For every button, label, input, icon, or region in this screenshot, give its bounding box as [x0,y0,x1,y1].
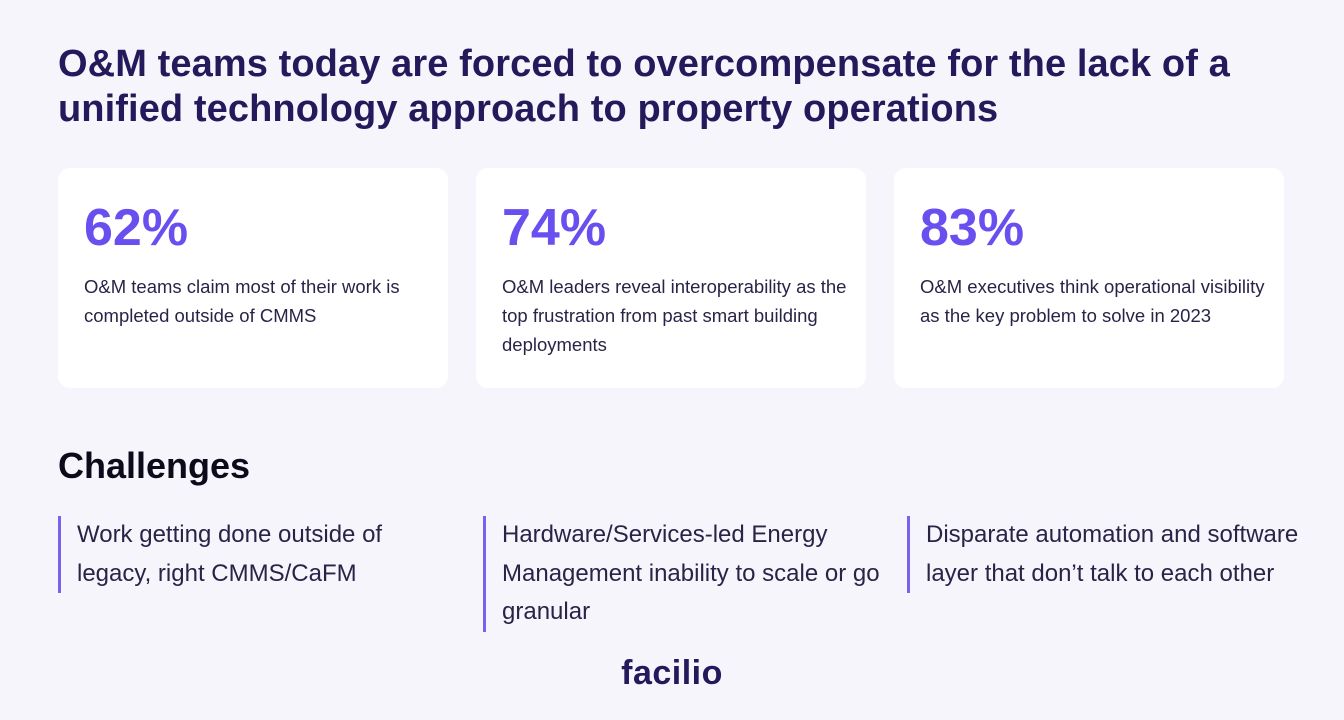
challenges-title: Challenges [58,445,251,486]
stat-description: O&M executives think operational visibil… [920,276,1265,326]
stat-description: O&M teams claim most of their work is co… [84,276,400,326]
stat-value: 83% [920,199,1025,257]
challenge-item: Hardware/Services-led Energy Management … [483,516,883,632]
stat-value: 74% [502,199,607,257]
stat-value: 62% [84,199,189,257]
stat-card: 74% O&M leaders reveal interoperability … [476,168,866,388]
stat-card: 62% O&M teams claim most of their work i… [58,168,448,388]
headline: O&M teams today are forced to overcompen… [58,43,1230,130]
stat-description: O&M leaders reveal interoperability as t… [502,276,847,355]
challenge-item: Disparate automation and software layer … [907,516,1307,593]
challenge-item: Work getting done outside of legacy, rig… [58,516,453,593]
stat-card: 83% O&M executives think operational vis… [894,168,1284,388]
facilio-logo: facilio [621,654,723,692]
